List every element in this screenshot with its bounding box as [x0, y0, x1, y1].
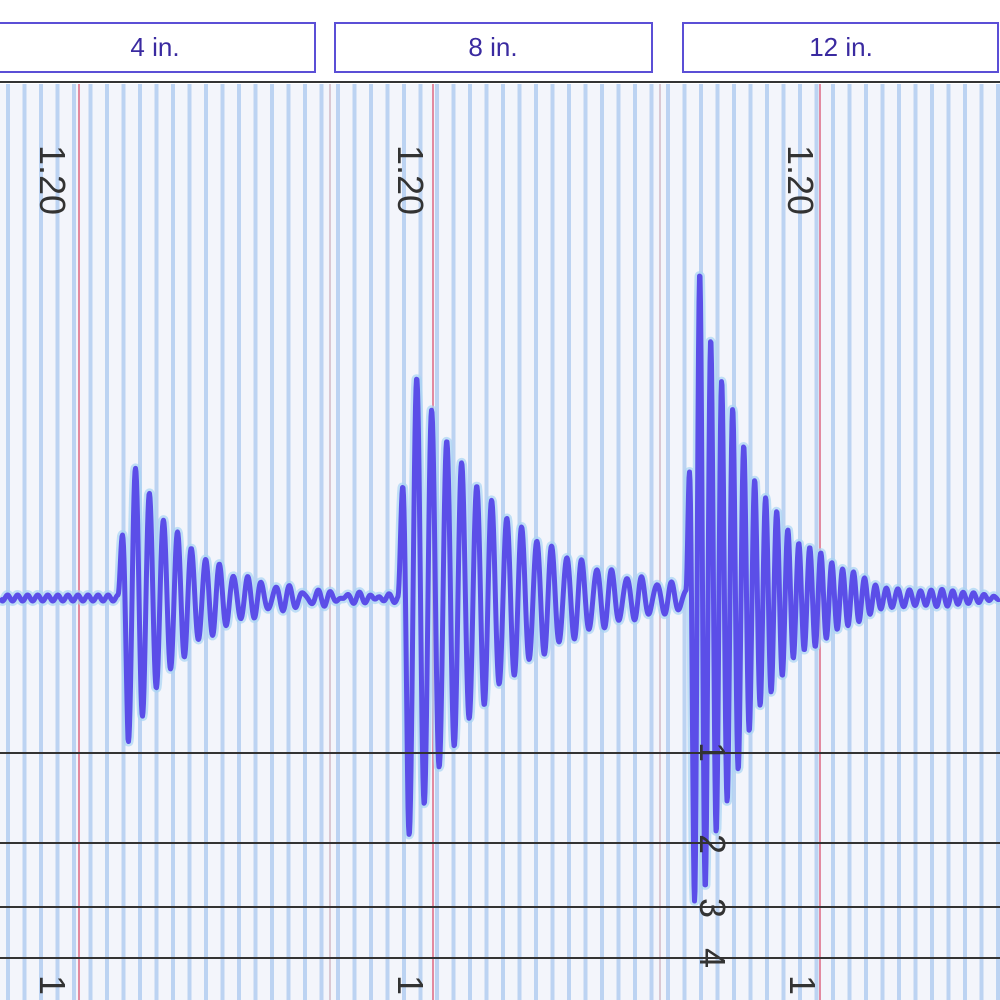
header-label: 8 in.: [468, 32, 517, 62]
header-label: 12 in.: [809, 32, 873, 62]
trace-label: 3: [692, 898, 733, 918]
time-label: 1.20: [32, 145, 73, 215]
header-label: 4 in.: [130, 32, 179, 62]
trace-label: 1: [692, 742, 733, 762]
time-label: 1.20: [390, 145, 431, 215]
bottom-label: 1: [782, 975, 823, 995]
bottom-label: 1: [32, 975, 73, 995]
header-tab[interactable]: [334, 22, 653, 73]
bottom-label: 1: [390, 975, 431, 995]
trace-label: 4: [692, 948, 733, 968]
trace-label: 2: [692, 834, 733, 854]
time-label: 1.20: [780, 145, 821, 215]
header-tab[interactable]: [0, 22, 316, 73]
header-tab[interactable]: [682, 22, 999, 73]
waveform: [0, 273, 1000, 904]
trace-lines: [0, 752, 1000, 959]
